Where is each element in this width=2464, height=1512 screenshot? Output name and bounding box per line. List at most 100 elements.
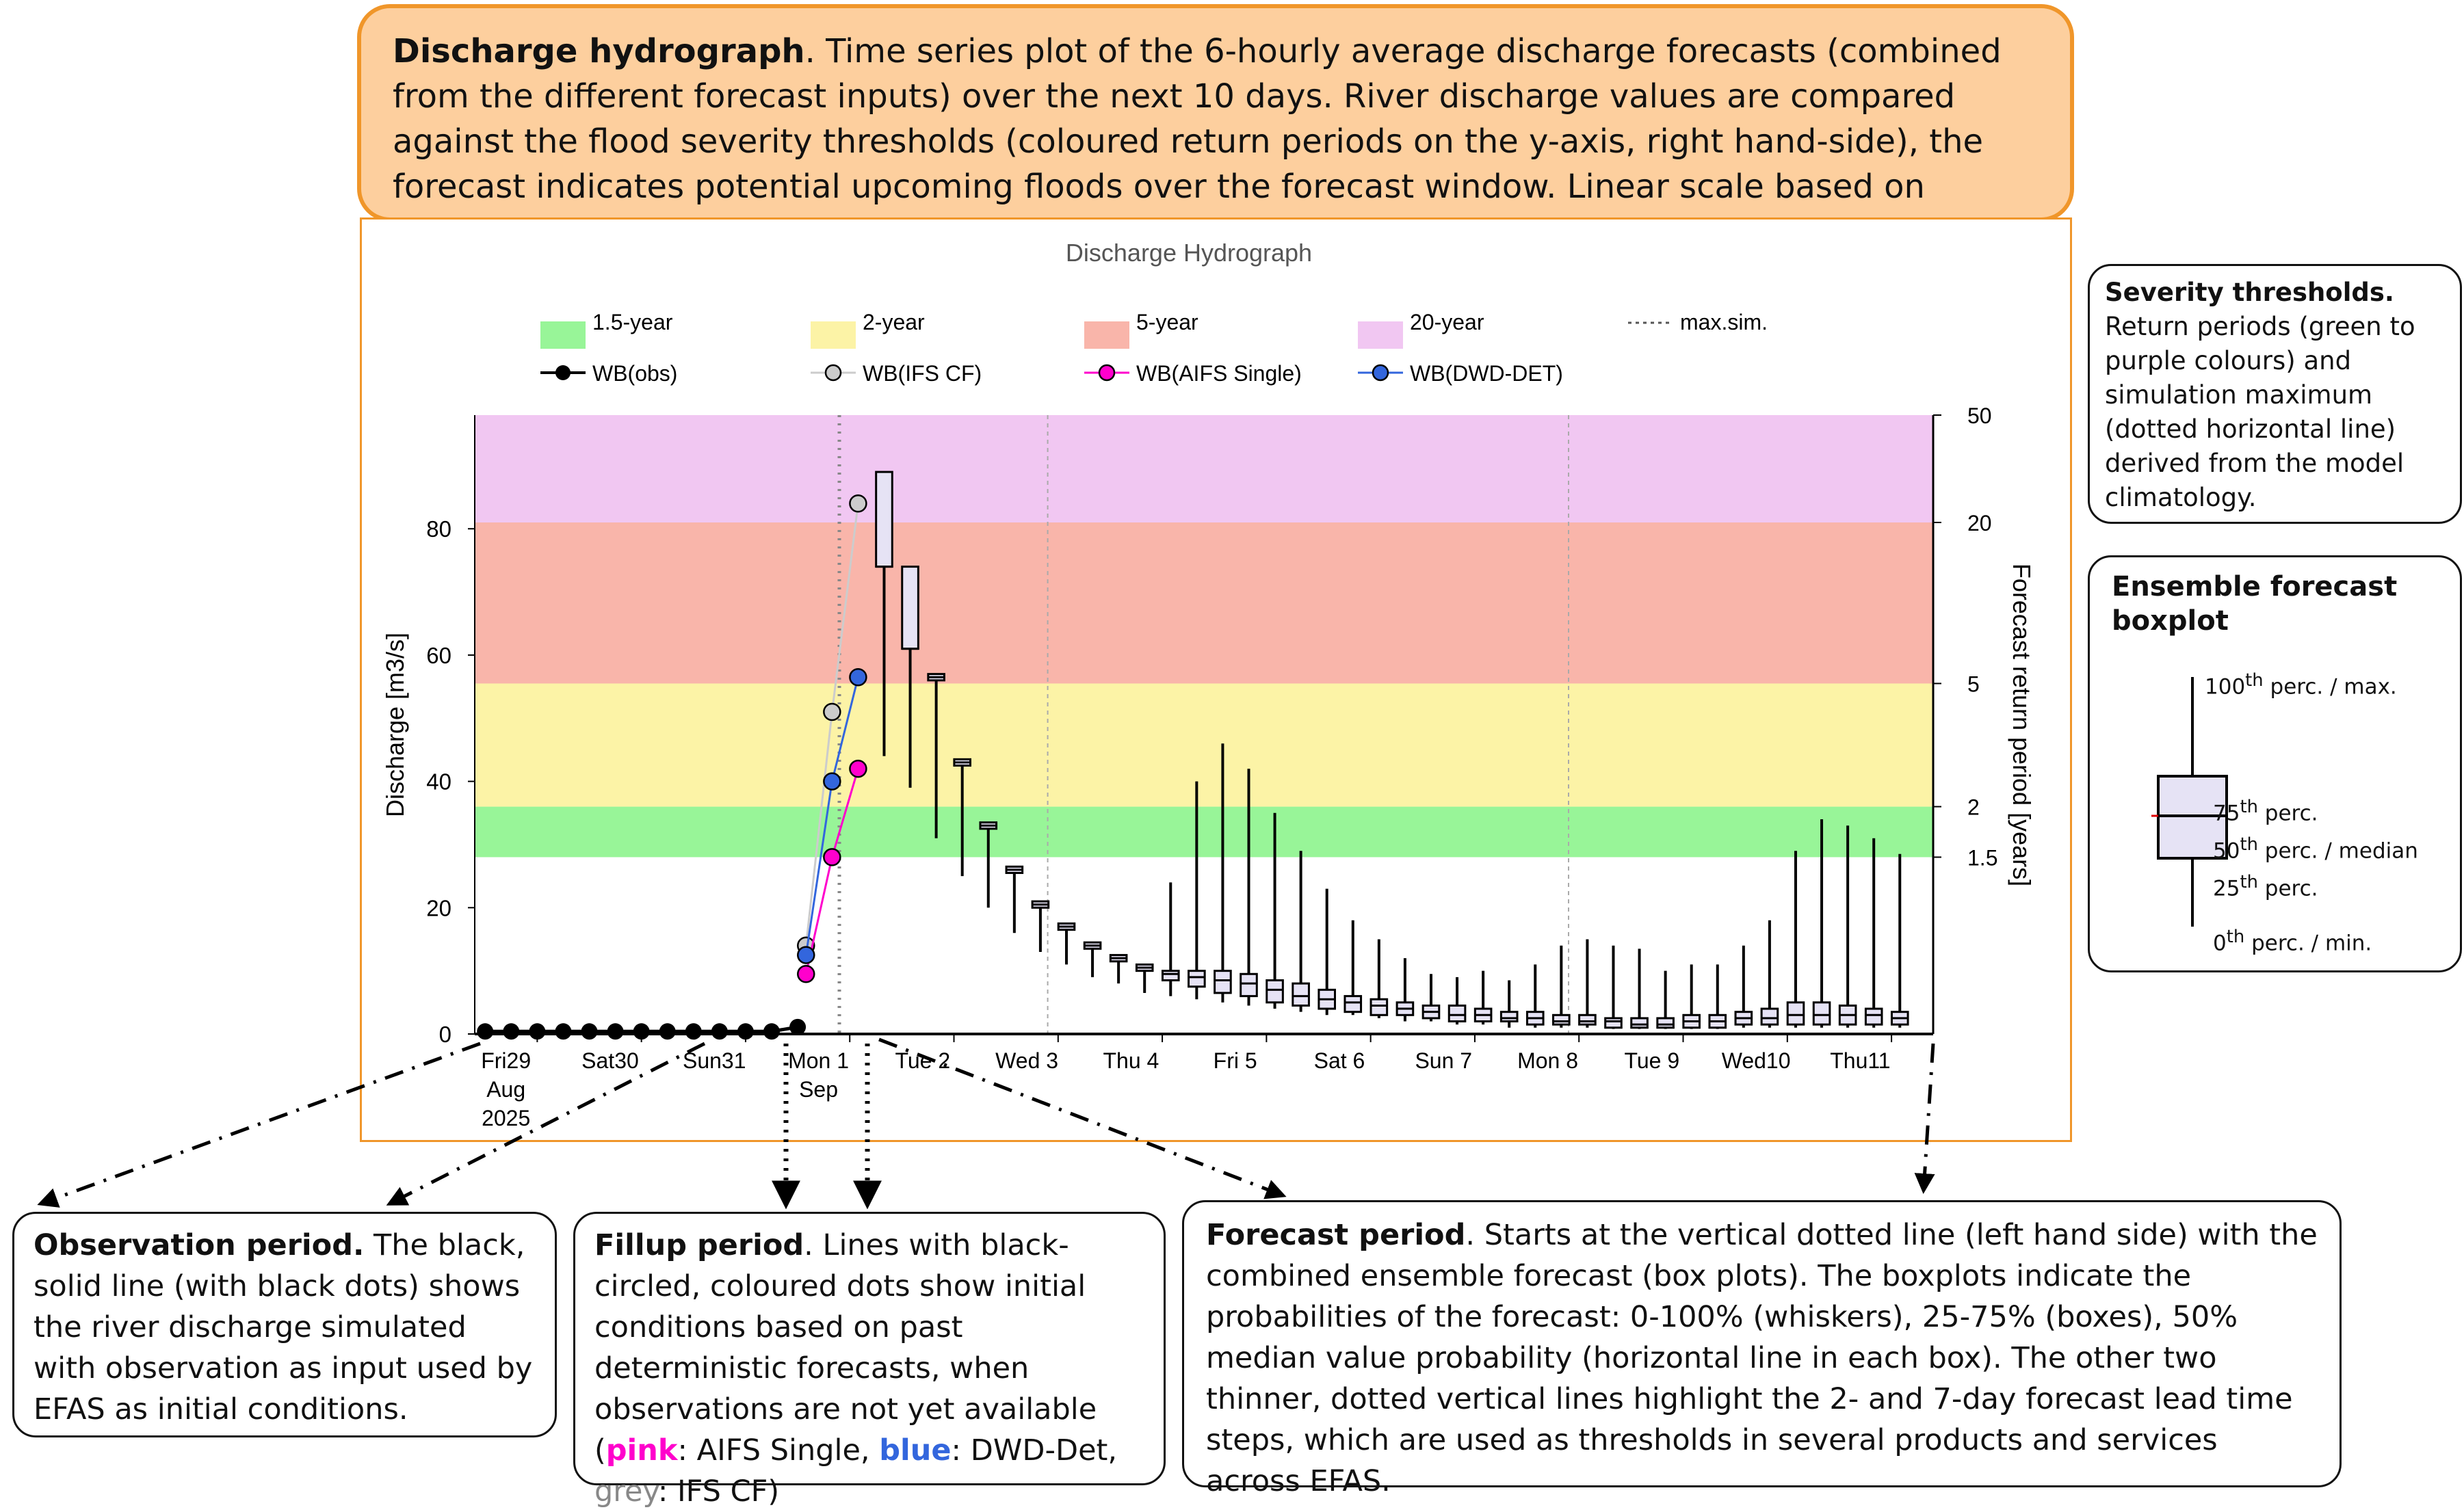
series-point xyxy=(659,1023,676,1040)
y-tick-label: 20 xyxy=(426,895,451,920)
chart-axes: 0 20 40 60 80 50 1.5 2 5 20 Fri29 Aug 2025 Sat30 Sun31… xyxy=(426,403,1997,1130)
x-tick-label: Tue 2 xyxy=(895,1048,951,1073)
legend-label: max.sim. xyxy=(1680,310,1768,334)
annotation-arrow xyxy=(878,1037,1287,1199)
chart-title: Discharge Hydrograph xyxy=(1066,239,1312,267)
forecast-period-callout: Forecast period. Starts at the vertical … xyxy=(1182,1200,2342,1498)
callout-text: . Time series plot of the 6-hourly avera… xyxy=(393,32,2002,251)
x-tick-label: 2025 xyxy=(482,1106,530,1130)
callout-title: Ensemble forecast boxplot xyxy=(2112,571,2398,637)
series-point xyxy=(797,965,815,983)
callout-text: Return periods (green to purple colours)… xyxy=(2105,312,2415,512)
series-point xyxy=(711,1023,728,1040)
series-point xyxy=(789,1018,807,1035)
series-point xyxy=(823,702,841,721)
y-tick-label: 0 xyxy=(439,1022,451,1047)
boxplot-box xyxy=(1292,982,1310,1007)
boxplot-box xyxy=(1656,1017,1675,1029)
deterministic-series xyxy=(477,494,867,1040)
band-1.5-year xyxy=(475,806,1933,858)
threshold-bands xyxy=(475,415,1933,858)
annotation-arrow xyxy=(386,1042,706,1206)
boxplot-box xyxy=(1812,1001,1831,1026)
series-point xyxy=(797,946,815,964)
x-tick-label: Sat 6 xyxy=(1314,1048,1365,1073)
boxplot-box xyxy=(1552,1013,1571,1026)
boxplot-box xyxy=(1240,972,1258,998)
legend-swatch xyxy=(1358,321,1403,349)
boxplot-example xyxy=(2151,677,2228,927)
legend-swatch xyxy=(540,321,586,349)
callout-text: The black, solid line (with black dots) … xyxy=(34,1228,533,1427)
hydrograph-description-callout: Discharge hydrograph. Time series plot o… xyxy=(357,4,2074,251)
y2-tick-label: 20 xyxy=(1967,511,1992,535)
boxplot-box xyxy=(1188,970,1206,988)
legend-swatch xyxy=(811,321,856,349)
callout-title: Severity thresholds. xyxy=(2105,278,2394,307)
boxplot-box xyxy=(1369,998,1389,1016)
fillup-period-callout: Fillup period. Lines with black-circled,… xyxy=(573,1212,1166,1509)
x-tick-label: Mon 1 xyxy=(788,1048,849,1073)
boxplot-box xyxy=(1760,1007,1779,1026)
y-tick-label: 60 xyxy=(426,643,451,668)
boxplot-box xyxy=(1630,1017,1649,1029)
callout-title: Forecast period xyxy=(1206,1218,1466,1252)
legend-label: 1.5-year xyxy=(592,310,673,334)
blue-label: blue xyxy=(879,1433,952,1468)
boxplot-box xyxy=(1447,1004,1467,1023)
observation-period-callout: Observation period. The black, solid lin… xyxy=(12,1212,557,1437)
callout-text: . Starts at the vertical dotted line (le… xyxy=(1206,1218,2318,1498)
y-tick-label: 80 xyxy=(426,516,451,542)
boxplot-box xyxy=(1266,979,1284,1004)
legend-label: 2-year xyxy=(863,310,925,334)
x-tick-label: Sep xyxy=(799,1077,838,1102)
boxplot-box xyxy=(1864,1007,1883,1026)
callout-title: Fillup period xyxy=(594,1228,804,1262)
series-point xyxy=(849,494,867,513)
x-tick-label: Sat30 xyxy=(581,1048,639,1073)
boxplot-box xyxy=(1786,1001,1805,1026)
boxplot-box xyxy=(1499,1011,1519,1023)
series-point xyxy=(849,667,867,687)
legend-label: 20-year xyxy=(1410,310,1484,334)
series-point xyxy=(823,848,841,866)
y2-axis-label: Forecast return period [years] xyxy=(2008,563,2036,886)
boxplot-box xyxy=(901,566,919,650)
severity-thresholds-callout: Severity thresholds. Return periods (gree… xyxy=(2088,264,2462,524)
callout-title: Observation period. xyxy=(34,1228,365,1262)
series-point xyxy=(581,1023,598,1040)
boxplot-box xyxy=(1604,1017,1623,1029)
annotation-arrows xyxy=(37,1037,1935,1210)
x-tick-label: Fri29 xyxy=(481,1048,531,1073)
legend-label: WB(IFS CF) xyxy=(863,361,982,386)
boxplot-legend-callout: Ensemble forecast boxplot 100th perc. / … xyxy=(2088,555,2462,972)
y2-tick-label: 2 xyxy=(1967,795,1980,820)
callout-text: . Lines with black-circled, coloured dot… xyxy=(594,1228,1097,1468)
boxplot-box xyxy=(875,470,893,568)
boxplot-box xyxy=(1578,1013,1597,1026)
legend-label: 5-year xyxy=(1136,310,1198,334)
x-tick-label: Fri 5 xyxy=(1214,1048,1257,1073)
x-tick-label: Thu11 xyxy=(1830,1048,1890,1073)
band-5-year xyxy=(475,522,1933,684)
legend-label: WB(AIFS Single) xyxy=(1136,361,1302,386)
series-point xyxy=(633,1023,650,1040)
legend-label: WB(obs) xyxy=(592,361,677,386)
callout-title: Discharge hydrograph xyxy=(393,32,805,70)
band-2-year xyxy=(475,683,1933,807)
boxplot-box xyxy=(1161,970,1180,982)
legend-marker xyxy=(555,365,571,380)
x-tick-label: Tue 9 xyxy=(1625,1048,1680,1073)
pink-label: pink xyxy=(605,1433,678,1468)
callout-text: : AIFS Single, xyxy=(677,1433,880,1468)
y-axis-label: Discharge [m3/s] xyxy=(381,633,409,817)
boxplot-label: 75th perc. xyxy=(2213,797,2318,826)
x-tick-label: Wed10 xyxy=(1722,1048,1791,1073)
y2-tick-label: 1.5 xyxy=(1967,845,1997,870)
chart-legend: 1.5-year 2-year 5-year 20-year max.sim. WB(ob… xyxy=(540,310,1768,386)
boxplot-label: 0th perc. / min. xyxy=(2213,927,2372,956)
x-tick-label: Sun 7 xyxy=(1415,1048,1472,1073)
series-point xyxy=(823,772,841,791)
legend-swatch xyxy=(1084,321,1129,349)
series-point xyxy=(503,1023,520,1040)
